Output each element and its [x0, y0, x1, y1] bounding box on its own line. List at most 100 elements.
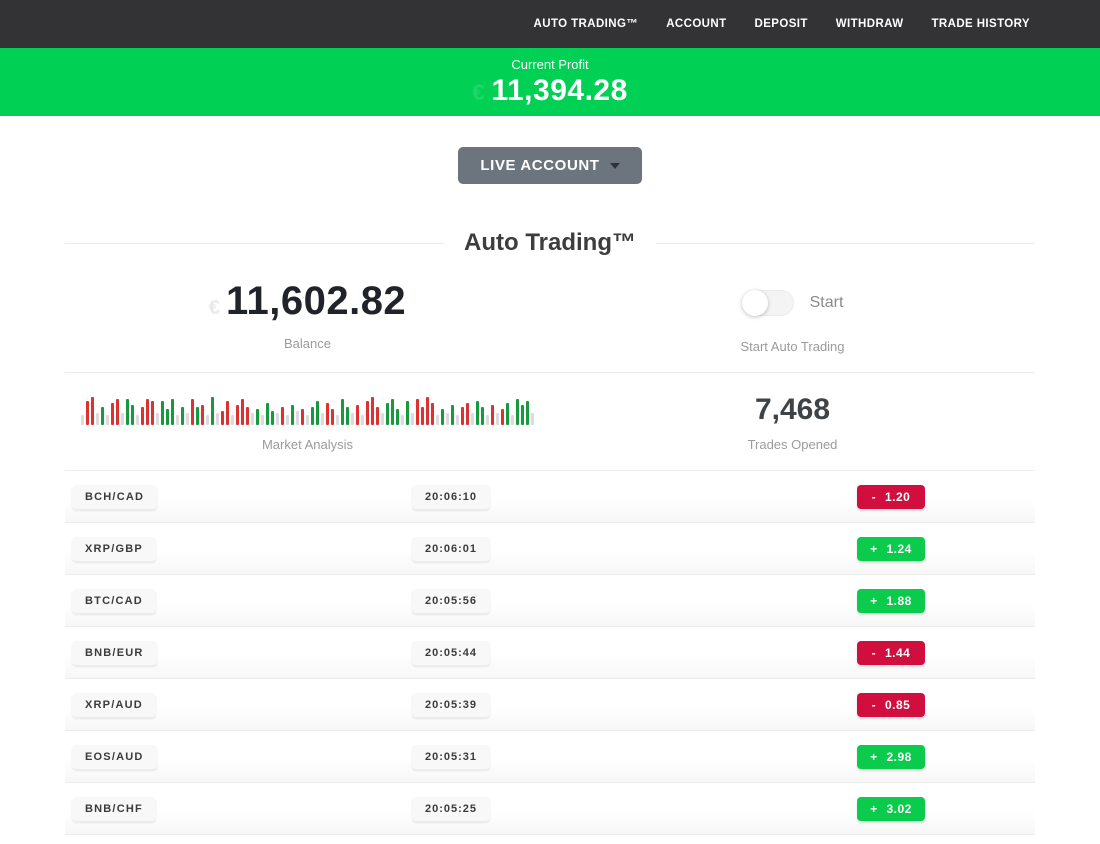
candle-bar	[326, 403, 329, 425]
pair-badge: XRP/AUD	[72, 692, 156, 717]
candle-bar	[211, 397, 214, 425]
candle-bar	[156, 413, 159, 425]
balance-block: € 11,602.82 Balance	[65, 279, 550, 354]
candle-bar	[126, 399, 129, 425]
candle-bar	[446, 413, 449, 425]
candle-bar	[181, 407, 184, 425]
pair-badge: EOS/AUD	[72, 744, 157, 769]
candle-bar	[161, 401, 164, 425]
pair-badge: BCH/CAD	[72, 484, 158, 509]
nav-item-trade-history[interactable]: TRADE HISTORY	[931, 18, 1030, 30]
top-navbar: AUTO TRADING™ ACCOUNT DEPOSIT WITHDRAW TRADE…	[0, 0, 1100, 48]
candle-bar	[296, 411, 299, 425]
candle-bar	[361, 415, 364, 425]
candle-bar	[171, 399, 174, 425]
candle-bar	[86, 401, 89, 425]
table-row: BTC/CAD 20:05:56 + 1.88	[65, 574, 1035, 626]
candle-bar	[146, 399, 149, 425]
candle-bar	[401, 415, 404, 425]
candle-bar	[386, 403, 389, 425]
auto-trading-toggle[interactable]	[741, 290, 794, 316]
candle-bar	[381, 413, 384, 425]
candle-bar	[456, 415, 459, 425]
candle-bar	[276, 413, 279, 425]
toggle-start-label: Start	[809, 294, 844, 311]
candle-bar	[406, 401, 409, 425]
balance-value: 11,602.82	[225, 279, 407, 323]
candle-bar	[511, 415, 514, 425]
candle-bar	[221, 411, 224, 425]
time-badge: 20:05:25	[412, 796, 491, 821]
candle-bar	[321, 413, 324, 425]
candle-bar	[121, 413, 124, 425]
nav-item-auto-trading[interactable]: AUTO TRADING™	[533, 18, 639, 30]
pair-badge: XRP/GBP	[72, 536, 156, 561]
candle-bar	[431, 403, 434, 425]
candle-bar	[216, 413, 219, 425]
candle-bar	[201, 405, 204, 425]
table-row: XRP/GBP 20:06:01 + 1.24	[65, 522, 1035, 574]
candle-bar	[316, 401, 319, 425]
candle-bar	[526, 401, 529, 425]
candle-bar	[376, 407, 379, 425]
table-row: BNB/EUR 20:05:44 - 1.44	[65, 626, 1035, 678]
result-badge: + 2.98	[857, 744, 925, 769]
trades-opened-value: 7,468	[754, 393, 831, 426]
candle-bar	[516, 399, 519, 425]
market-analysis-chart	[65, 395, 550, 425]
live-account-dropdown[interactable]: LIVE ACCOUNT	[458, 147, 642, 184]
time-badge: 20:06:01	[412, 536, 491, 561]
auto-trading-block: Start Start Auto Trading	[550, 279, 1035, 354]
candle-bar	[256, 409, 259, 425]
chevron-down-icon	[609, 162, 620, 169]
table-row: BNB/CHF 20:05:25 + 3.02	[65, 782, 1035, 834]
nav-item-withdraw[interactable]: WITHDRAW	[835, 18, 904, 30]
pair-badge: BTC/CAD	[72, 588, 156, 613]
candle-bar	[271, 411, 274, 425]
candle-bar	[426, 397, 429, 425]
candle-bar	[356, 405, 359, 425]
candle-bar	[351, 413, 354, 425]
candle-bar	[261, 415, 264, 425]
candle-bar	[491, 405, 494, 425]
candle-bar	[346, 407, 349, 425]
table-row: BCH/CAD 20:06:10 - 1.20	[65, 470, 1035, 522]
candle-bar	[226, 401, 229, 425]
candle-bar	[481, 407, 484, 425]
trades-table: BCH/CAD 20:06:10 - 1.20 XRP/GBP 20:06:01…	[65, 470, 1035, 835]
result-badge: - 1.44	[857, 640, 925, 665]
nav-item-account[interactable]: ACCOUNT	[666, 18, 727, 30]
candle-bar	[301, 409, 304, 425]
page-title: Auto Trading™	[464, 229, 636, 256]
result-badge: + 1.24	[857, 536, 925, 561]
candle-bar	[116, 399, 119, 425]
candle-bar	[416, 399, 419, 425]
candle-bar	[111, 403, 114, 425]
candle-bar	[411, 413, 414, 425]
candle-bar	[306, 415, 309, 425]
candle-bar	[396, 409, 399, 425]
result-badge: - 1.20	[857, 484, 925, 509]
candle-bar	[101, 407, 104, 425]
candle-bar	[186, 413, 189, 425]
candle-bar	[141, 407, 144, 425]
candle-bar	[241, 399, 244, 425]
live-account-label: LIVE ACCOUNT	[480, 157, 600, 174]
pair-badge: BNB/EUR	[72, 640, 157, 665]
candle-bar	[501, 409, 504, 425]
candle-bar	[531, 413, 534, 425]
candle-bar	[151, 401, 154, 425]
candle-bar	[521, 405, 524, 425]
result-badge: + 3.02	[857, 796, 925, 821]
candle-bar	[236, 405, 239, 425]
start-auto-trading-label: Start Auto Trading	[740, 339, 845, 354]
divider	[65, 242, 445, 244]
candle-bar	[421, 407, 424, 425]
time-badge: 20:06:10	[412, 484, 491, 509]
candle-bar	[191, 399, 194, 425]
currency-icon: €	[472, 80, 485, 105]
market-analysis-label: Market Analysis	[261, 437, 354, 452]
pair-badge: BNB/CHF	[72, 796, 156, 821]
current-profit-banner: Current Profit € 11,394.28	[0, 48, 1100, 116]
nav-item-deposit[interactable]: DEPOSIT	[754, 18, 808, 30]
